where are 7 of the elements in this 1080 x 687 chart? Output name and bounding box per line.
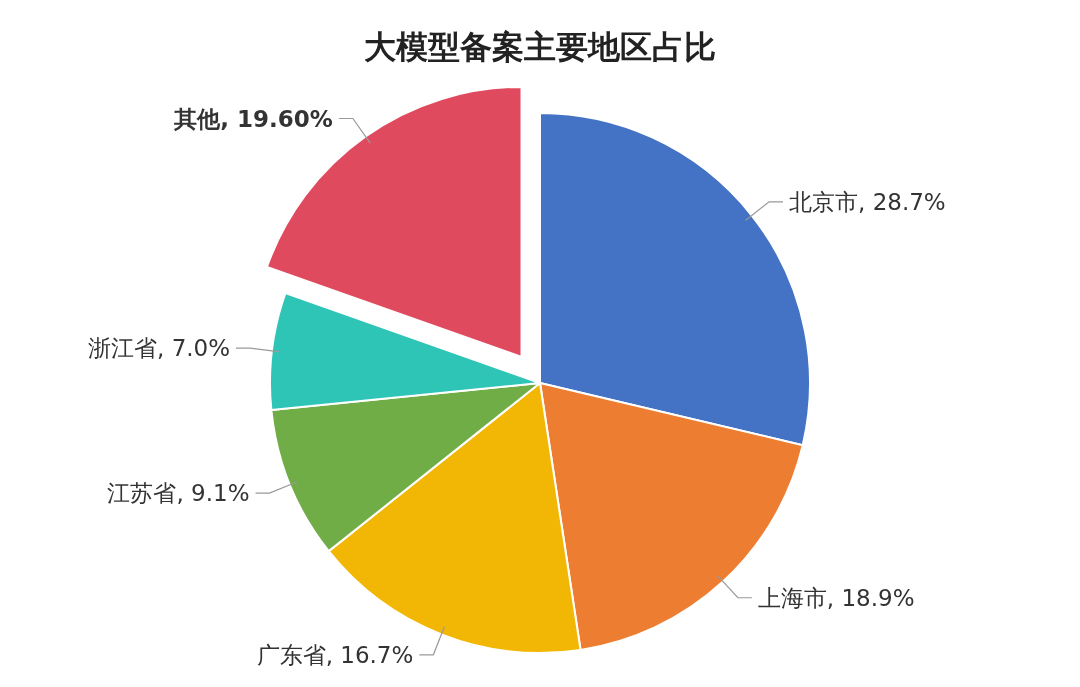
slice-label: 浙江省, 7.0% [88,335,231,362]
slice-label: 广东省, 16.7% [256,641,414,668]
slice-label: 上海市, 18.9% [757,584,915,611]
slice-label: 北京市, 28.7% [789,188,946,215]
slice-label: 江苏省, 9.1% [107,480,250,507]
chart-title: 大模型备案主要地区占比 [364,28,716,66]
slice-label: 其他, 19.60% [173,105,333,132]
